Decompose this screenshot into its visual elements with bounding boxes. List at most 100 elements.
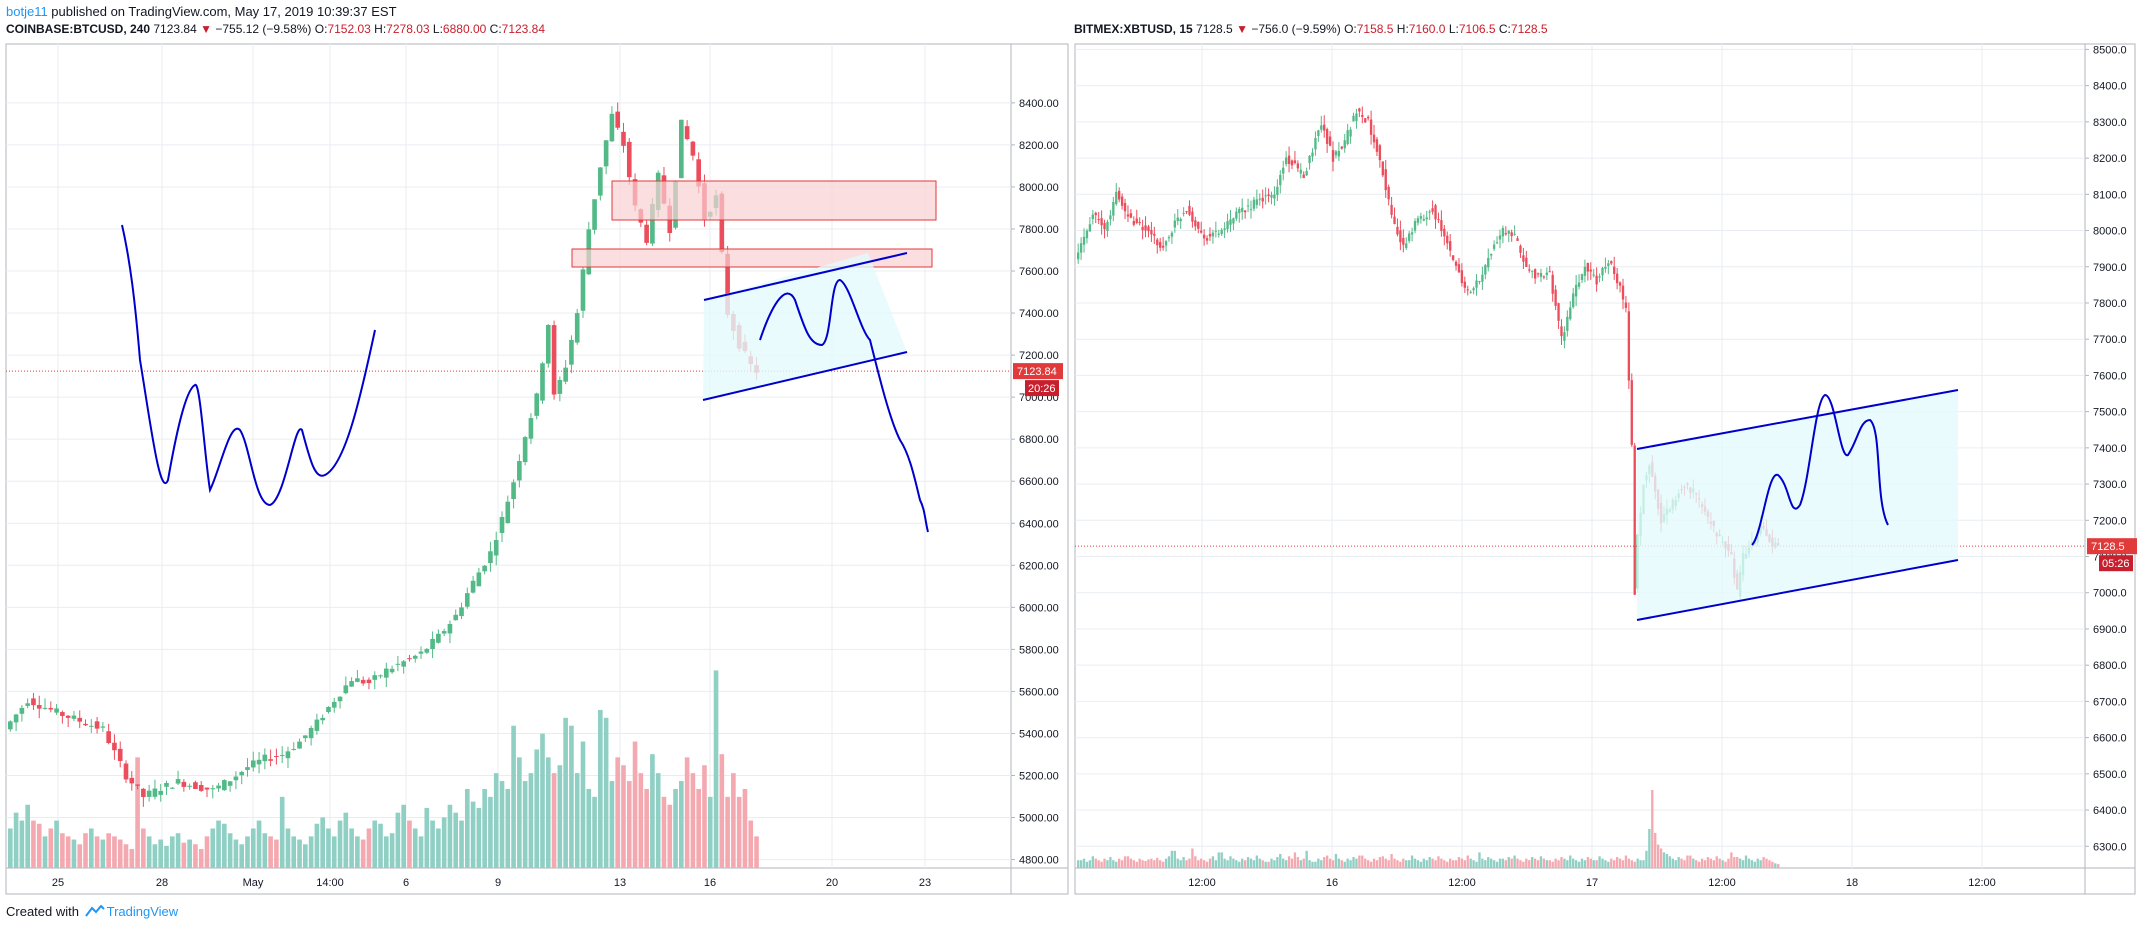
volume-bar [1369, 861, 1373, 868]
candle [517, 461, 522, 481]
volume-bar [1759, 860, 1762, 868]
volume-bar [1407, 860, 1411, 868]
candle [1211, 232, 1215, 237]
candle [1115, 191, 1118, 205]
candle [1217, 233, 1220, 235]
volume-bar [349, 828, 354, 868]
volume-bar [1138, 858, 1141, 868]
volume-bar [326, 828, 331, 868]
candle [1144, 225, 1147, 231]
candle [1340, 146, 1343, 149]
volume-bar [1159, 860, 1162, 868]
volume-bar [1182, 857, 1185, 868]
volume-bar [19, 820, 25, 868]
candle [1325, 129, 1329, 144]
volume-bar [1077, 860, 1080, 868]
right-open-label: O: [1344, 22, 1357, 36]
x-tick-label: 20 [826, 877, 838, 889]
y-tick-label: 8200.0 [2093, 153, 2127, 165]
candle [233, 776, 239, 781]
y-tick-label: 6600.00 [1019, 476, 1059, 488]
candle [1358, 108, 1361, 112]
candle [1249, 209, 1253, 211]
volume-bar [1446, 861, 1449, 868]
candle [1528, 269, 1531, 271]
volume-bar [1771, 861, 1774, 868]
candle [1490, 253, 1493, 256]
candle [476, 572, 482, 587]
volume-bar [1358, 855, 1361, 868]
candle [1328, 136, 1332, 146]
candle [349, 681, 354, 687]
volume-bar [1639, 860, 1642, 868]
volume-bar [1331, 860, 1335, 868]
candle [1586, 262, 1590, 272]
volume-bar [1290, 858, 1294, 868]
candle [337, 696, 343, 702]
candle [1252, 199, 1256, 209]
candle [1170, 232, 1174, 237]
candle [117, 748, 123, 761]
candle [1557, 303, 1560, 321]
candle [1352, 115, 1355, 122]
candle [1135, 218, 1138, 223]
volume-bar [1554, 858, 1557, 868]
volume-bar [1197, 860, 1200, 868]
volume-bar [1287, 856, 1291, 868]
candle [1132, 221, 1135, 225]
candle [1176, 217, 1179, 221]
volume-bar [1416, 860, 1420, 868]
volume-bar [702, 765, 707, 868]
publish-header: botje11 published on TradingView.com, Ma… [6, 4, 397, 19]
candle [1574, 284, 1578, 297]
volume-bar [650, 754, 655, 868]
volume-bar [1328, 858, 1332, 868]
volume-bar [1700, 858, 1704, 868]
volume-bar [563, 717, 568, 868]
candle [412, 655, 418, 659]
candle [1580, 274, 1584, 281]
volume-bar [1156, 857, 1159, 868]
candle [1167, 237, 1171, 239]
candle [1317, 130, 1320, 137]
candle [401, 661, 406, 667]
candle [326, 706, 331, 713]
volume-bar [1346, 858, 1349, 868]
y-tick-label: 6800.0 [2093, 660, 2127, 672]
volume-bar [1431, 858, 1434, 868]
volume-bar [1202, 860, 1206, 868]
author-link[interactable]: botje11 [6, 4, 48, 19]
candle [1481, 274, 1484, 282]
y-tick-label: 5800.00 [1019, 644, 1059, 656]
candle [1173, 220, 1177, 228]
volume-bar [545, 757, 551, 868]
y-tick-label: 6400.00 [1019, 518, 1059, 530]
volume-bar [1352, 857, 1355, 868]
x-tick-label: 18 [1846, 877, 1858, 889]
volume-bar [1305, 850, 1308, 868]
candle [1545, 272, 1549, 276]
volume-bar [1545, 860, 1549, 868]
candle [1384, 169, 1387, 191]
volume-bar [1762, 857, 1765, 868]
tradingview-link[interactable]: TradingView [106, 904, 179, 919]
volume-bar [470, 801, 476, 868]
x-tick-label: 12:00 [1968, 877, 1996, 889]
y-tick-label: 6000.00 [1019, 602, 1059, 614]
candle [1437, 219, 1440, 221]
volume-bar [1276, 857, 1279, 868]
candle [1150, 229, 1153, 235]
candle [1276, 186, 1279, 195]
volume-bar [540, 733, 545, 868]
candle [1507, 230, 1510, 234]
volume-bar [60, 833, 65, 868]
candle [1589, 269, 1592, 272]
volume-bar [1627, 858, 1631, 868]
volume-bar [1361, 855, 1364, 868]
volume-bar [1317, 858, 1320, 868]
candle [1308, 155, 1311, 164]
volume-bar [25, 804, 30, 868]
volume-bar [1173, 850, 1177, 868]
candle [1214, 230, 1218, 232]
